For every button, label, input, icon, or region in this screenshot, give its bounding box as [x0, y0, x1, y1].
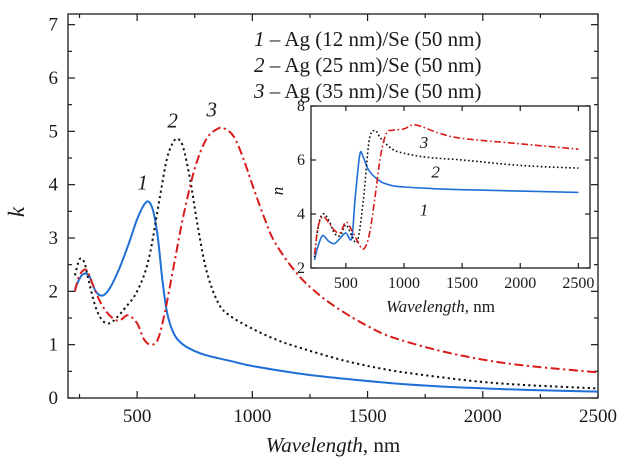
legend-entry-text: – Ag (12 nm)/Se (50 nm) — [265, 27, 482, 51]
inset-x-tick-label: 1500 — [446, 275, 478, 292]
y-tick-label: 5 — [49, 121, 59, 142]
legend-entry-number: 1 — [254, 27, 265, 51]
legend-entry-1: 1 – Ag (12 nm)/Se (50 nm) — [254, 27, 481, 51]
main-plot-frame — [67, 13, 599, 399]
series-2-line — [73, 137, 598, 390]
y-tick-label: 2 — [49, 281, 59, 302]
inset-x-tick-label: 2000 — [504, 275, 536, 292]
series-3-line — [73, 126, 598, 374]
legend-entry-text: – Ag (35 nm)/Se (50 nm) — [265, 79, 482, 103]
inset-y-tick-label: 4 — [297, 206, 305, 223]
legend: 1 – Ag (12 nm)/Se (50 nm)2 – Ag (25 nm)/… — [253, 27, 481, 103]
inset-x-axis-label: Wavelength, nm — [386, 297, 495, 316]
x-tick-label: 2500 — [579, 406, 617, 427]
inset-x-tick-label: 1000 — [388, 275, 420, 292]
inset-curve-label-3: 3 — [419, 133, 429, 152]
legend-entry-2: 2 – Ag (25 nm)/Se (50 nm) — [254, 53, 481, 77]
x-tick-label: 500 — [123, 406, 152, 427]
y-tick-label: 3 — [49, 228, 59, 249]
inset-background — [311, 106, 590, 268]
y-tick-label: 6 — [49, 68, 59, 89]
inset-y-tick-label: 8 — [297, 98, 305, 115]
x-tick-label: 1000 — [233, 406, 271, 427]
inset-x-tick-label: 500 — [334, 275, 358, 292]
inset-frame — [310, 105, 591, 269]
legend-entry-number: 3 — [253, 79, 265, 103]
inset-y-tick-label: 2 — [297, 260, 305, 277]
inset-series-2-line — [313, 129, 579, 258]
y-tick-label: 1 — [49, 335, 59, 356]
legend-entry-number: 2 — [254, 53, 265, 77]
curve-label-1: 1 — [137, 171, 148, 195]
y-axis-label: k — [4, 206, 29, 217]
inset-curve-label-2: 2 — [431, 163, 440, 182]
y-tick-label: 4 — [49, 175, 59, 196]
curve-label-2: 2 — [167, 108, 178, 132]
curve-label-3: 3 — [206, 98, 218, 122]
inset-x-tick-label: 2500 — [562, 275, 594, 292]
y-tick-label: 7 — [49, 15, 59, 36]
x-axis-label: Wavelength, nm — [266, 433, 401, 457]
series-1-line — [74, 200, 598, 393]
inset-y-tick-label: 6 — [297, 152, 305, 169]
y-tick-label: 0 — [49, 388, 59, 409]
inset-y-axis-label: n — [268, 187, 287, 196]
inset-curve-label-1: 1 — [420, 200, 429, 219]
legend-entry-text: – Ag (25 nm)/Se (50 nm) — [265, 53, 482, 77]
legend-entry-3: 3 – Ag (35 nm)/Se (50 nm) — [253, 79, 481, 103]
x-tick-label: 2000 — [464, 406, 502, 427]
inset-series-1-line — [313, 150, 579, 261]
inset-series-3-line — [313, 124, 579, 255]
x-tick-label: 1500 — [349, 406, 387, 427]
